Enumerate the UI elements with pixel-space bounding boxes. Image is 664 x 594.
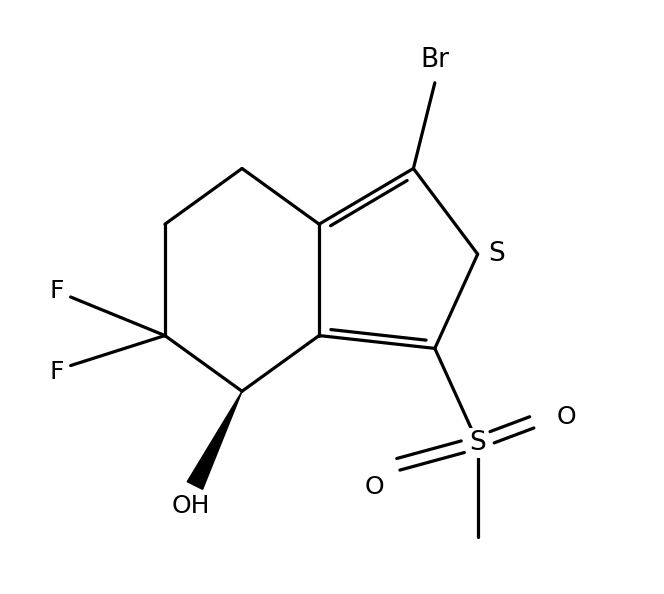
Text: S: S (488, 241, 505, 267)
Text: S: S (469, 429, 486, 456)
Text: Br: Br (420, 46, 450, 72)
Text: F: F (49, 359, 64, 384)
Text: OH: OH (171, 494, 210, 518)
Text: O: O (556, 405, 576, 429)
Text: O: O (365, 475, 384, 499)
Text: F: F (49, 279, 64, 303)
Polygon shape (187, 391, 242, 489)
